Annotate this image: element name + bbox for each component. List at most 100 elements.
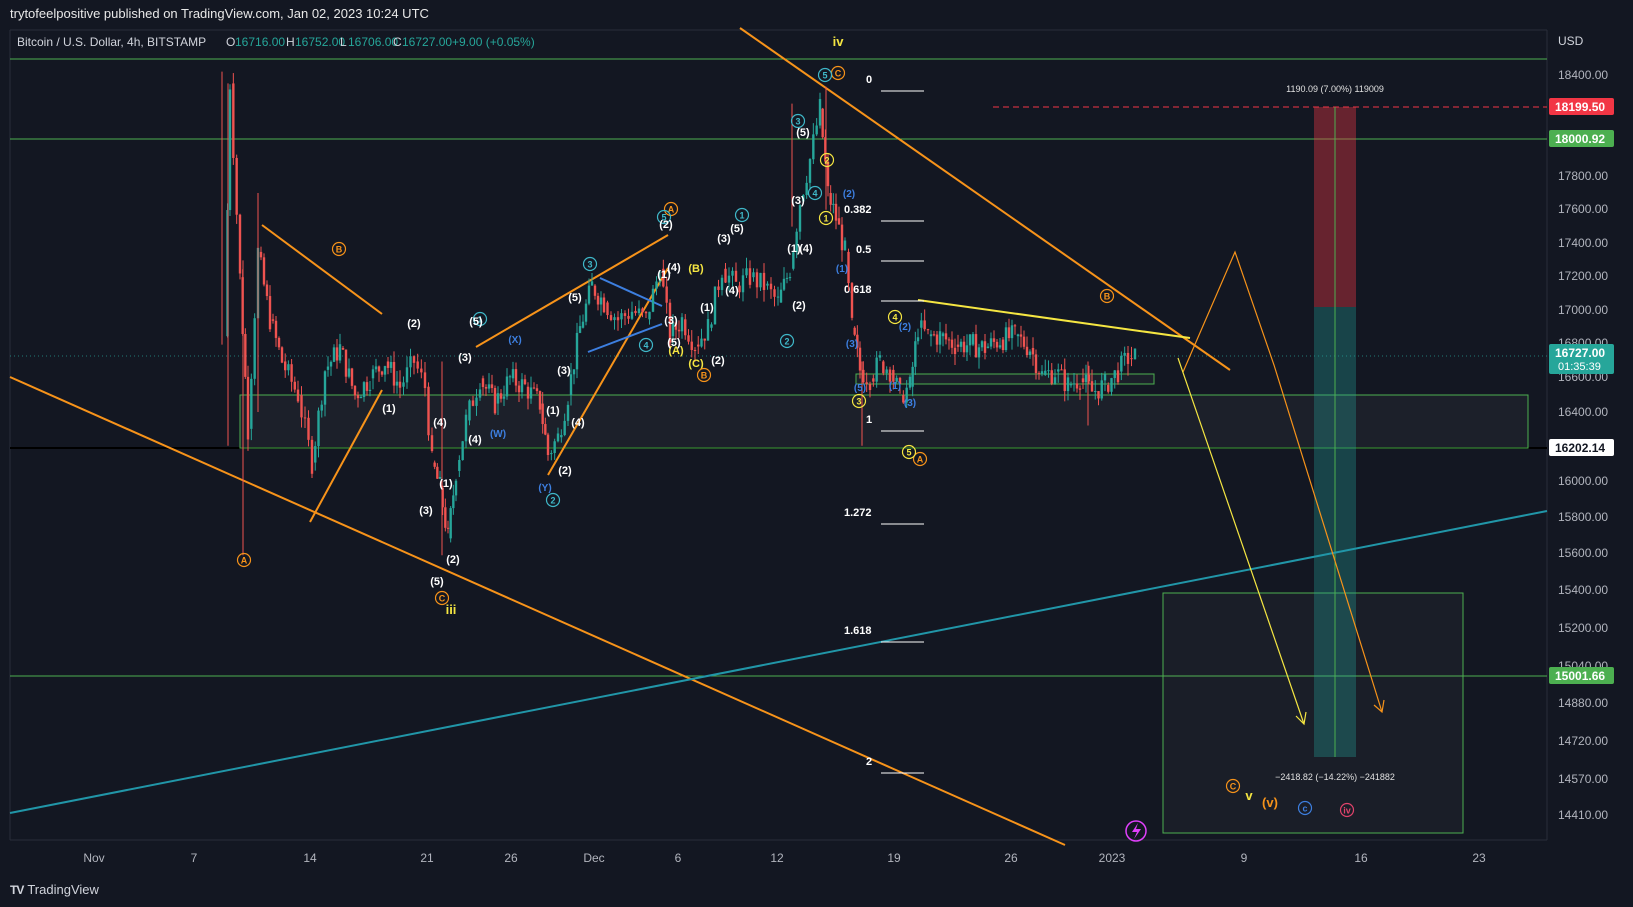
candle-body	[905, 387, 908, 403]
candle-body	[655, 281, 658, 289]
candle-body	[362, 382, 366, 397]
candle-body	[587, 285, 591, 304]
mini-zone[interactable]	[855, 373, 1155, 385]
trend-lines[interactable]	[9, 27, 1548, 846]
candle-body	[550, 453, 553, 455]
wave-iv-label: iv	[833, 34, 845, 49]
candle-body	[517, 385, 521, 393]
wave-label: (1)	[889, 381, 901, 392]
wave-label: (5)	[796, 127, 810, 139]
wave-v-label: v	[1245, 788, 1253, 803]
wave-label: (4)	[725, 285, 739, 297]
candle-body	[505, 376, 509, 397]
candle-body	[395, 381, 399, 386]
time-tick: 14	[303, 851, 317, 865]
candle-body	[244, 333, 247, 377]
candle-body	[734, 270, 738, 282]
wave-label: (B)	[688, 263, 704, 275]
time-tick: 12	[770, 851, 784, 865]
candle-body	[974, 334, 978, 358]
candle-body	[353, 385, 357, 396]
wave-label: (1)	[787, 243, 801, 255]
time-tick: Nov	[83, 851, 104, 865]
candle-body	[268, 296, 272, 330]
candle-body	[374, 366, 378, 370]
svg-text:C: C	[393, 35, 402, 49]
candle-body	[420, 368, 423, 373]
candle-body	[687, 335, 690, 342]
candle-body	[1004, 327, 1008, 351]
candle-body	[923, 320, 926, 330]
candle-body	[290, 364, 293, 382]
candle-body	[989, 338, 993, 347]
candle-body	[454, 480, 458, 496]
candle-body	[380, 371, 384, 375]
candle-body	[832, 203, 835, 205]
candle-body	[1060, 369, 1063, 371]
candle-body	[452, 495, 455, 509]
candle-body	[840, 224, 844, 251]
low-value: 16706.00	[348, 35, 398, 49]
candle-body	[748, 268, 752, 285]
candle-body	[668, 302, 672, 343]
candle-body	[1040, 371, 1044, 375]
wave-circle-label: iv	[1343, 806, 1351, 816]
support-zone[interactable]	[239, 394, 1529, 449]
wave-circle-label: 3	[587, 260, 592, 270]
candle-body	[641, 308, 644, 312]
wave-circle-label: A	[917, 455, 924, 465]
candle-body	[441, 487, 444, 508]
candle-body	[499, 393, 503, 399]
candle-body	[1084, 374, 1088, 383]
wave-label: (2)	[792, 300, 806, 312]
candle-body	[350, 368, 354, 386]
candle-body	[1037, 373, 1041, 375]
wave-label: (3)	[791, 195, 805, 207]
time-tick: 26	[1004, 851, 1018, 865]
candle-body	[300, 395, 303, 418]
wave-circle-label: B	[336, 245, 343, 255]
candle-body	[392, 361, 396, 386]
short-position-tool[interactable]: 1190.09 (7.00%) 119009 −2418.82 (−14.22%…	[1275, 84, 1395, 782]
wave-circle	[851, 393, 867, 409]
time-tick: 23	[1472, 851, 1486, 865]
candle-body	[389, 361, 393, 368]
price-tick: 18400.00	[1558, 68, 1608, 82]
wave-circle	[663, 201, 679, 217]
candle-body	[444, 507, 447, 528]
price-tick: 14880.00	[1558, 696, 1608, 710]
candle-body	[826, 161, 830, 187]
wave-label: (5)	[667, 337, 681, 349]
candle-body	[858, 347, 862, 371]
candle-body	[284, 361, 287, 371]
wave-label: (1)	[439, 478, 453, 490]
wave-circle	[638, 337, 654, 353]
candle-body	[713, 286, 717, 325]
candle-body	[303, 417, 307, 419]
wave-label: (2)	[843, 189, 855, 200]
wave-circle-label: B	[701, 371, 708, 381]
candle-body	[544, 424, 547, 435]
price-tick: 15400.00	[1558, 583, 1608, 597]
wave-circle	[472, 311, 488, 327]
time-tick: 7	[191, 851, 198, 865]
wave-label: (Y)	[538, 483, 551, 494]
candle-body	[779, 289, 783, 303]
candle-body	[1031, 347, 1035, 355]
time-tick: 21	[420, 851, 434, 865]
candle-body	[575, 332, 579, 370]
candle-body	[1090, 381, 1094, 392]
candle-body	[703, 338, 706, 341]
target-zone-box[interactable]	[1162, 592, 1464, 834]
tradingview-logo-icon: TV	[10, 882, 24, 897]
candle-body	[232, 83, 235, 158]
candle-body	[850, 283, 854, 318]
candle-body	[878, 355, 882, 358]
candle-body	[1116, 370, 1120, 383]
candle-body	[329, 361, 333, 367]
flash-icon[interactable]	[1125, 820, 1147, 842]
wave-label: (C)	[688, 358, 704, 370]
